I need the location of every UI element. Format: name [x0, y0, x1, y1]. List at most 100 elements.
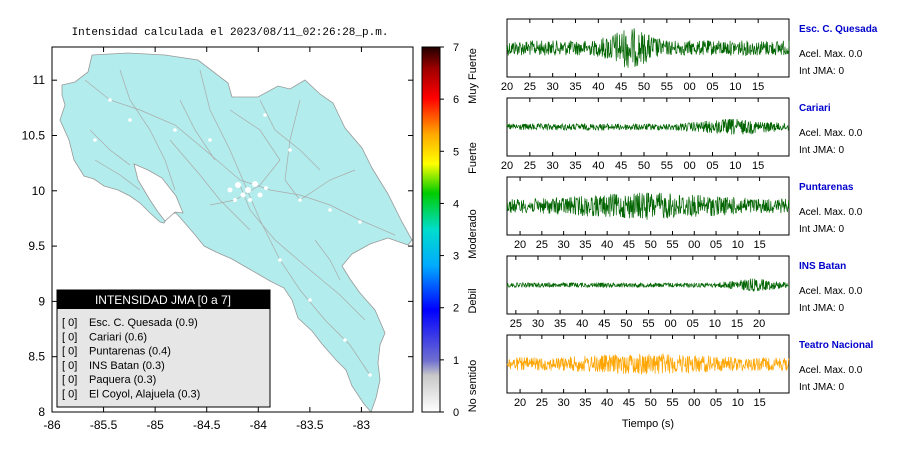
legend-item-badge: [ 0]: [62, 374, 77, 386]
seismogram-tick-label: 55: [642, 318, 654, 330]
seismogram-tick-label: 40: [576, 318, 588, 330]
seismogram-tick-label: 35: [554, 318, 566, 330]
legend-item-badge: [ 0]: [62, 389, 77, 401]
seismo-xlabel: Tiempo (s): [622, 418, 674, 430]
seismogram-tick-label: 40: [601, 397, 613, 409]
seismogram-tick-label: 50: [638, 160, 650, 172]
colorbar-tick-label: 3: [453, 251, 459, 263]
seismogram-tick-label: 20: [753, 318, 765, 330]
seismogram-tick-label: 30: [557, 239, 569, 251]
seismogram-tick-label: 10: [732, 239, 744, 251]
station-name: INS Batan: [799, 261, 846, 272]
seismogram-tick-label: 45: [615, 81, 627, 93]
seismogram-tick-label: 30: [547, 81, 559, 93]
colorbar-category-label: Moderado: [467, 209, 479, 259]
seismogram-tick-label: 40: [601, 239, 613, 251]
station-name: Cariari: [799, 103, 831, 114]
seismogram-tick-label: 40: [592, 160, 604, 172]
station-int: Int JMA: 0: [799, 66, 844, 77]
station-int: Int JMA: 0: [799, 145, 844, 156]
seismogram-0: 20 25 30 35 40 45 50 55 00 05 10 15 Esc. C. Quesada A…: [501, 18, 878, 93]
seismogram-tick-label: 30: [547, 160, 559, 172]
seismogram-tick-label: 25: [536, 239, 548, 251]
legend-item-label: Puntarenas (0.4): [89, 346, 171, 358]
map-xtick-label: -86: [43, 418, 61, 432]
seismogram-tick-label: 45: [623, 397, 635, 409]
seismogram-trace: [506, 353, 790, 375]
seismogram-tick-label: 35: [579, 397, 591, 409]
map-title: Intensidad calculada el 2023/08/11_02:26…: [72, 27, 389, 39]
seismogram-tick-label: 50: [645, 239, 657, 251]
legend-item-label: Cariari (0.6): [89, 331, 147, 343]
map-ytick-label: 8.5: [28, 350, 45, 364]
seismogram-tick-label: 55: [661, 160, 673, 172]
colorbar-tick-label: 7: [453, 42, 459, 54]
colorbar-category-label: No sentido: [467, 360, 479, 413]
legend-item-badge: [ 0]: [62, 317, 77, 329]
seismogram-1: 20 25 30 35 40 45 50 55 00 05 10 15 Cariari Acel. Max…: [501, 97, 863, 172]
intensity-colorbar: 0 1 2 3 4 5 6 7 No sentido Debil Moderado Fuerte Mu…: [421, 42, 479, 419]
seismogram-tick-label: 55: [666, 239, 678, 251]
seismogram-tick-label: 45: [615, 160, 627, 172]
colorbar-tick-label: 2: [453, 303, 459, 315]
map-xtick-label: -83.5: [296, 418, 324, 432]
seismogram-panels: 20 25 30 35 40 45 50 55 00 05 10 15 Esc. C. Quesada A…: [501, 18, 878, 409]
map-xtick-label: -85.5: [90, 418, 118, 432]
gulf-nicoya: [133, 163, 184, 222]
map-ytick-label: 10.5: [22, 128, 46, 142]
map-xtick-label: -83: [353, 418, 371, 432]
seismogram-tick-label: 05: [710, 239, 722, 251]
seismogram-tick-label: 50: [638, 81, 650, 93]
seismogram-tick-label: 25: [510, 318, 522, 330]
station-name: Puntarenas: [799, 182, 854, 193]
seismogram-trace: [506, 278, 790, 293]
map-ytick-label: 9.5: [28, 239, 45, 253]
colorbar-category-label: Muy Fuerte: [467, 48, 479, 104]
seismogram-trace: [506, 118, 790, 135]
road-network: [84, 69, 396, 376]
seismogram-tick-label: 05: [706, 81, 718, 93]
seismogram-tick-label: 15: [752, 81, 764, 93]
station-name: Esc. C. Quesada: [799, 24, 878, 35]
seismogram-tick-label: 45: [623, 239, 635, 251]
colorbar-tick-label: 6: [453, 94, 459, 106]
seismogram-tick-label: 15: [753, 397, 765, 409]
seismogram-tick-label: 05: [710, 397, 722, 409]
map-frame: [51, 46, 414, 413]
seismogram-tick-label: 40: [592, 81, 604, 93]
station-accel: Acel. Max. 0.0: [799, 286, 863, 297]
seismogram-4: 20 25 30 35 40 45 50 55 00 05 10 15 Teatro Nacional A…: [506, 334, 873, 409]
seismogram-tick-label: 00: [688, 239, 700, 251]
seismogram-tick-label: 25: [524, 160, 536, 172]
legend-item-badge: [ 0]: [62, 346, 77, 358]
seismogram-tick-label: 20: [501, 81, 513, 93]
map-xtick-label: -84: [250, 418, 268, 432]
seismogram-tick-label: 10: [729, 81, 741, 93]
colorbar-tick-label: 5: [453, 146, 459, 158]
map-ytick-label: 10: [32, 184, 46, 198]
seismogram-trace: [506, 192, 790, 220]
seismogram-tick-label: 10: [709, 318, 721, 330]
seismogram-tick-label: 00: [684, 81, 696, 93]
colorbar-tick-label: 1: [453, 355, 459, 367]
station-accel: Acel. Max. 0.0: [799, 365, 863, 376]
legend-item-badge: [ 0]: [62, 360, 77, 372]
seismogram-tick-label: 50: [620, 318, 632, 330]
seismogram-tick-label: 30: [532, 318, 544, 330]
intensity-legend: INTENSIDAD JMA [0 a 7] [ 0] Esc. C. Quesa…: [56, 289, 271, 408]
seismogram-tick-label: 00: [684, 160, 696, 172]
seismogram-tick-label: 25: [536, 397, 548, 409]
seismogram-tick-label: 20: [514, 397, 526, 409]
map-xtick-label: -84.5: [193, 418, 221, 432]
colorbar-tick-label: 4: [453, 198, 459, 210]
station-accel: Acel. Max. 0.0: [799, 207, 863, 218]
seismogram-3: 25 30 35 40 45 50 55 00 05 10 15 20 INS Batan Acel. M…: [506, 255, 863, 330]
seismogram-tick-label: 35: [569, 160, 581, 172]
station-int: Int JMA: 0: [799, 303, 844, 314]
seismogram-tick-label: 15: [753, 239, 765, 251]
seismogram-tick-label: 10: [729, 160, 741, 172]
seismogram-tick-label: 05: [706, 160, 718, 172]
seismogram-tick-label: 45: [598, 318, 610, 330]
map-ytick-label: 8: [38, 405, 45, 419]
colorbar-category-label: Fuerte: [467, 142, 479, 174]
